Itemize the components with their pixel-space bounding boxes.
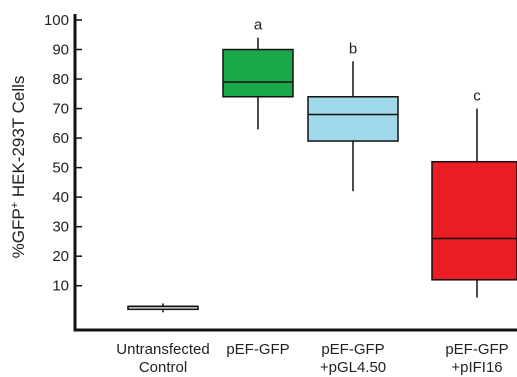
y-axis-title-superscript: + <box>9 202 21 208</box>
x-category-label: pEF-GFP +pGL4.50 <box>320 341 386 376</box>
y-tick-label: 30 <box>52 219 69 236</box>
y-tick-label: 80 <box>52 71 69 88</box>
y-tick-label: 90 <box>52 42 69 59</box>
x-category-label: pEF-GFP <box>226 341 289 358</box>
x-category-label: Untransfected Control <box>116 341 209 376</box>
x-category-label-line: +pIFI16 <box>451 359 502 376</box>
y-axis-title: %GFP+ HEK-293T Cells <box>9 76 28 259</box>
x-category-label-line: pEF-GFP <box>226 341 289 358</box>
box-1 <box>127 303 199 313</box>
interquartile-box <box>307 96 399 142</box>
box-4: c <box>431 88 517 298</box>
x-category-label: pEF-GFP +pIFI16 <box>445 341 508 376</box>
y-tick-label: 20 <box>52 248 69 265</box>
y-axis-title-suffix: HEK-293T Cells <box>9 76 28 202</box>
y-tick-label: 10 <box>52 278 69 295</box>
interquartile-box <box>222 48 294 98</box>
box-3: b <box>307 40 399 192</box>
interquartile-box <box>431 160 517 281</box>
y-tick-label: 40 <box>52 189 69 206</box>
x-category-label-line: pEF-GFP <box>321 341 384 358</box>
x-category-label-line: pEF-GFP <box>445 341 508 358</box>
significance-letter: b <box>349 40 357 57</box>
x-category-label-line: +pGL4.50 <box>320 359 386 376</box>
y-tick-label: 60 <box>52 130 69 147</box>
y-axis-title-prefix: %GFP <box>9 208 28 258</box>
y-tick-label: 70 <box>52 101 69 118</box>
x-category-label-line: Control <box>139 359 187 376</box>
box-2: a <box>222 17 294 130</box>
y-tick-label: 100 <box>44 12 69 29</box>
y-axis-ticks: 10 20 30 40 50 60 70 80 90 100 <box>44 12 82 295</box>
y-tick-label: 50 <box>52 160 69 177</box>
significance-letter: a <box>254 17 263 34</box>
x-category-label-line: Untransfected <box>116 341 209 358</box>
significance-letter: c <box>473 88 481 105</box>
box-series: a b c <box>127 17 517 313</box>
